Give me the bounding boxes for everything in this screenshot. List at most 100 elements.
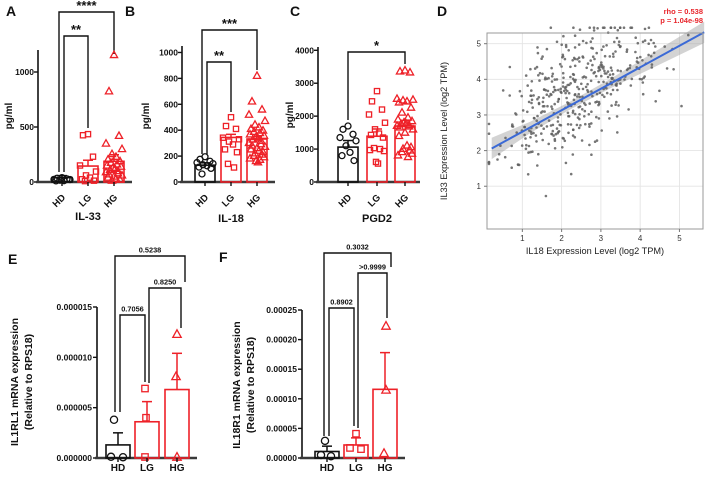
data-point (584, 122, 587, 126)
correlation-annotation: rho = 0.538 (664, 7, 703, 16)
data-point (504, 136, 507, 140)
triangle-marker (101, 138, 111, 147)
significance-label: 0.8902 (330, 298, 353, 307)
group-LG (134, 384, 160, 461)
data-point (501, 89, 505, 92)
data-point (537, 152, 540, 156)
data-point (595, 92, 599, 96)
triangle-marker (397, 107, 407, 116)
data-point (562, 76, 565, 80)
data-point (524, 137, 527, 140)
bracket-HD-HG (201, 29, 258, 154)
data-point (526, 110, 529, 114)
data-point (538, 79, 541, 82)
data-point (602, 45, 605, 48)
data-point (537, 74, 540, 77)
data-point (549, 124, 553, 127)
category-label: LG (77, 192, 94, 209)
y-tick-label: 800 (164, 73, 178, 83)
group-LG (76, 130, 100, 185)
data-point (520, 94, 523, 98)
data-point (597, 100, 601, 104)
data-point (496, 158, 499, 161)
data-point (575, 95, 579, 98)
data-point (562, 137, 565, 140)
data-point (597, 80, 600, 84)
data-point (571, 153, 575, 156)
data-point (636, 41, 640, 45)
data-point (564, 161, 568, 165)
significance-label: **** (76, 0, 97, 13)
data-point (515, 113, 518, 116)
group-HD (193, 153, 217, 183)
bracket-HD-LG (119, 314, 146, 412)
data-point (550, 66, 553, 70)
triangle-marker (400, 65, 410, 74)
triangle-marker (102, 160, 112, 169)
y-axis-title: IL18R1 mRNA expression (231, 321, 243, 448)
triangle-marker (404, 121, 414, 130)
data-point (586, 62, 590, 65)
data-point (665, 67, 669, 70)
data-point (561, 85, 565, 88)
data-point (557, 130, 561, 133)
data-point (577, 92, 580, 96)
square-marker (378, 106, 386, 113)
triangle-marker (408, 94, 418, 103)
data-point (561, 56, 564, 59)
significance-label: *** (222, 16, 238, 31)
data-point (571, 59, 574, 62)
triangle-marker (395, 66, 405, 75)
square-marker (90, 177, 98, 184)
circle-marker (316, 450, 326, 460)
triangle-marker (380, 384, 392, 394)
data-point (641, 81, 645, 84)
bracket-HD-HG (114, 255, 186, 412)
square-marker (375, 130, 383, 137)
y-tick-label: 0.00025 (266, 305, 297, 315)
data-point (600, 61, 603, 64)
data-point (555, 40, 559, 44)
data-point (586, 88, 589, 92)
triangle-marker (406, 141, 416, 151)
data-point (576, 85, 579, 89)
data-point (588, 102, 591, 105)
triangle-marker (403, 112, 413, 121)
group-LG (343, 429, 369, 459)
data-point (606, 110, 610, 113)
circle-marker (118, 452, 128, 462)
data-point (589, 40, 593, 43)
data-point (544, 76, 547, 79)
data-point (596, 27, 599, 30)
data-point (539, 111, 543, 114)
panel-letter: C (290, 3, 300, 19)
data-point (647, 26, 651, 30)
y-tick-label: 0.000000 (57, 453, 93, 463)
y-tick-label: 4000 (295, 45, 314, 55)
data-point (578, 28, 582, 32)
data-point (643, 39, 647, 42)
triangle-marker (255, 127, 265, 137)
data-point (605, 91, 609, 95)
panel-letter: D (437, 3, 447, 19)
triangle-marker (115, 174, 125, 183)
y-axis-title: pg/ml (4, 102, 15, 129)
data-point (587, 113, 591, 116)
data-point (643, 27, 647, 31)
data-point (615, 84, 618, 87)
triangle-marker (116, 161, 126, 170)
data-point (641, 59, 644, 62)
square-marker (380, 147, 388, 155)
data-point (521, 120, 524, 123)
data-point (524, 74, 528, 77)
data-point (487, 132, 491, 135)
triangle-marker (256, 135, 266, 145)
data-point (558, 123, 561, 127)
data-point (560, 91, 563, 94)
triangle-marker (251, 155, 261, 165)
y-tick-label: 1000 (159, 47, 178, 57)
square-marker (141, 453, 149, 461)
panel-F: 0.8902 >0.9999 0.3032 0.00000 0.00005 0.00010… (219, 243, 405, 474)
data-point (553, 147, 557, 150)
panel-D: 1 2 3 4 5 1 2 3 4 5 IL18 Expression Level (log2 TP… (437, 3, 705, 256)
